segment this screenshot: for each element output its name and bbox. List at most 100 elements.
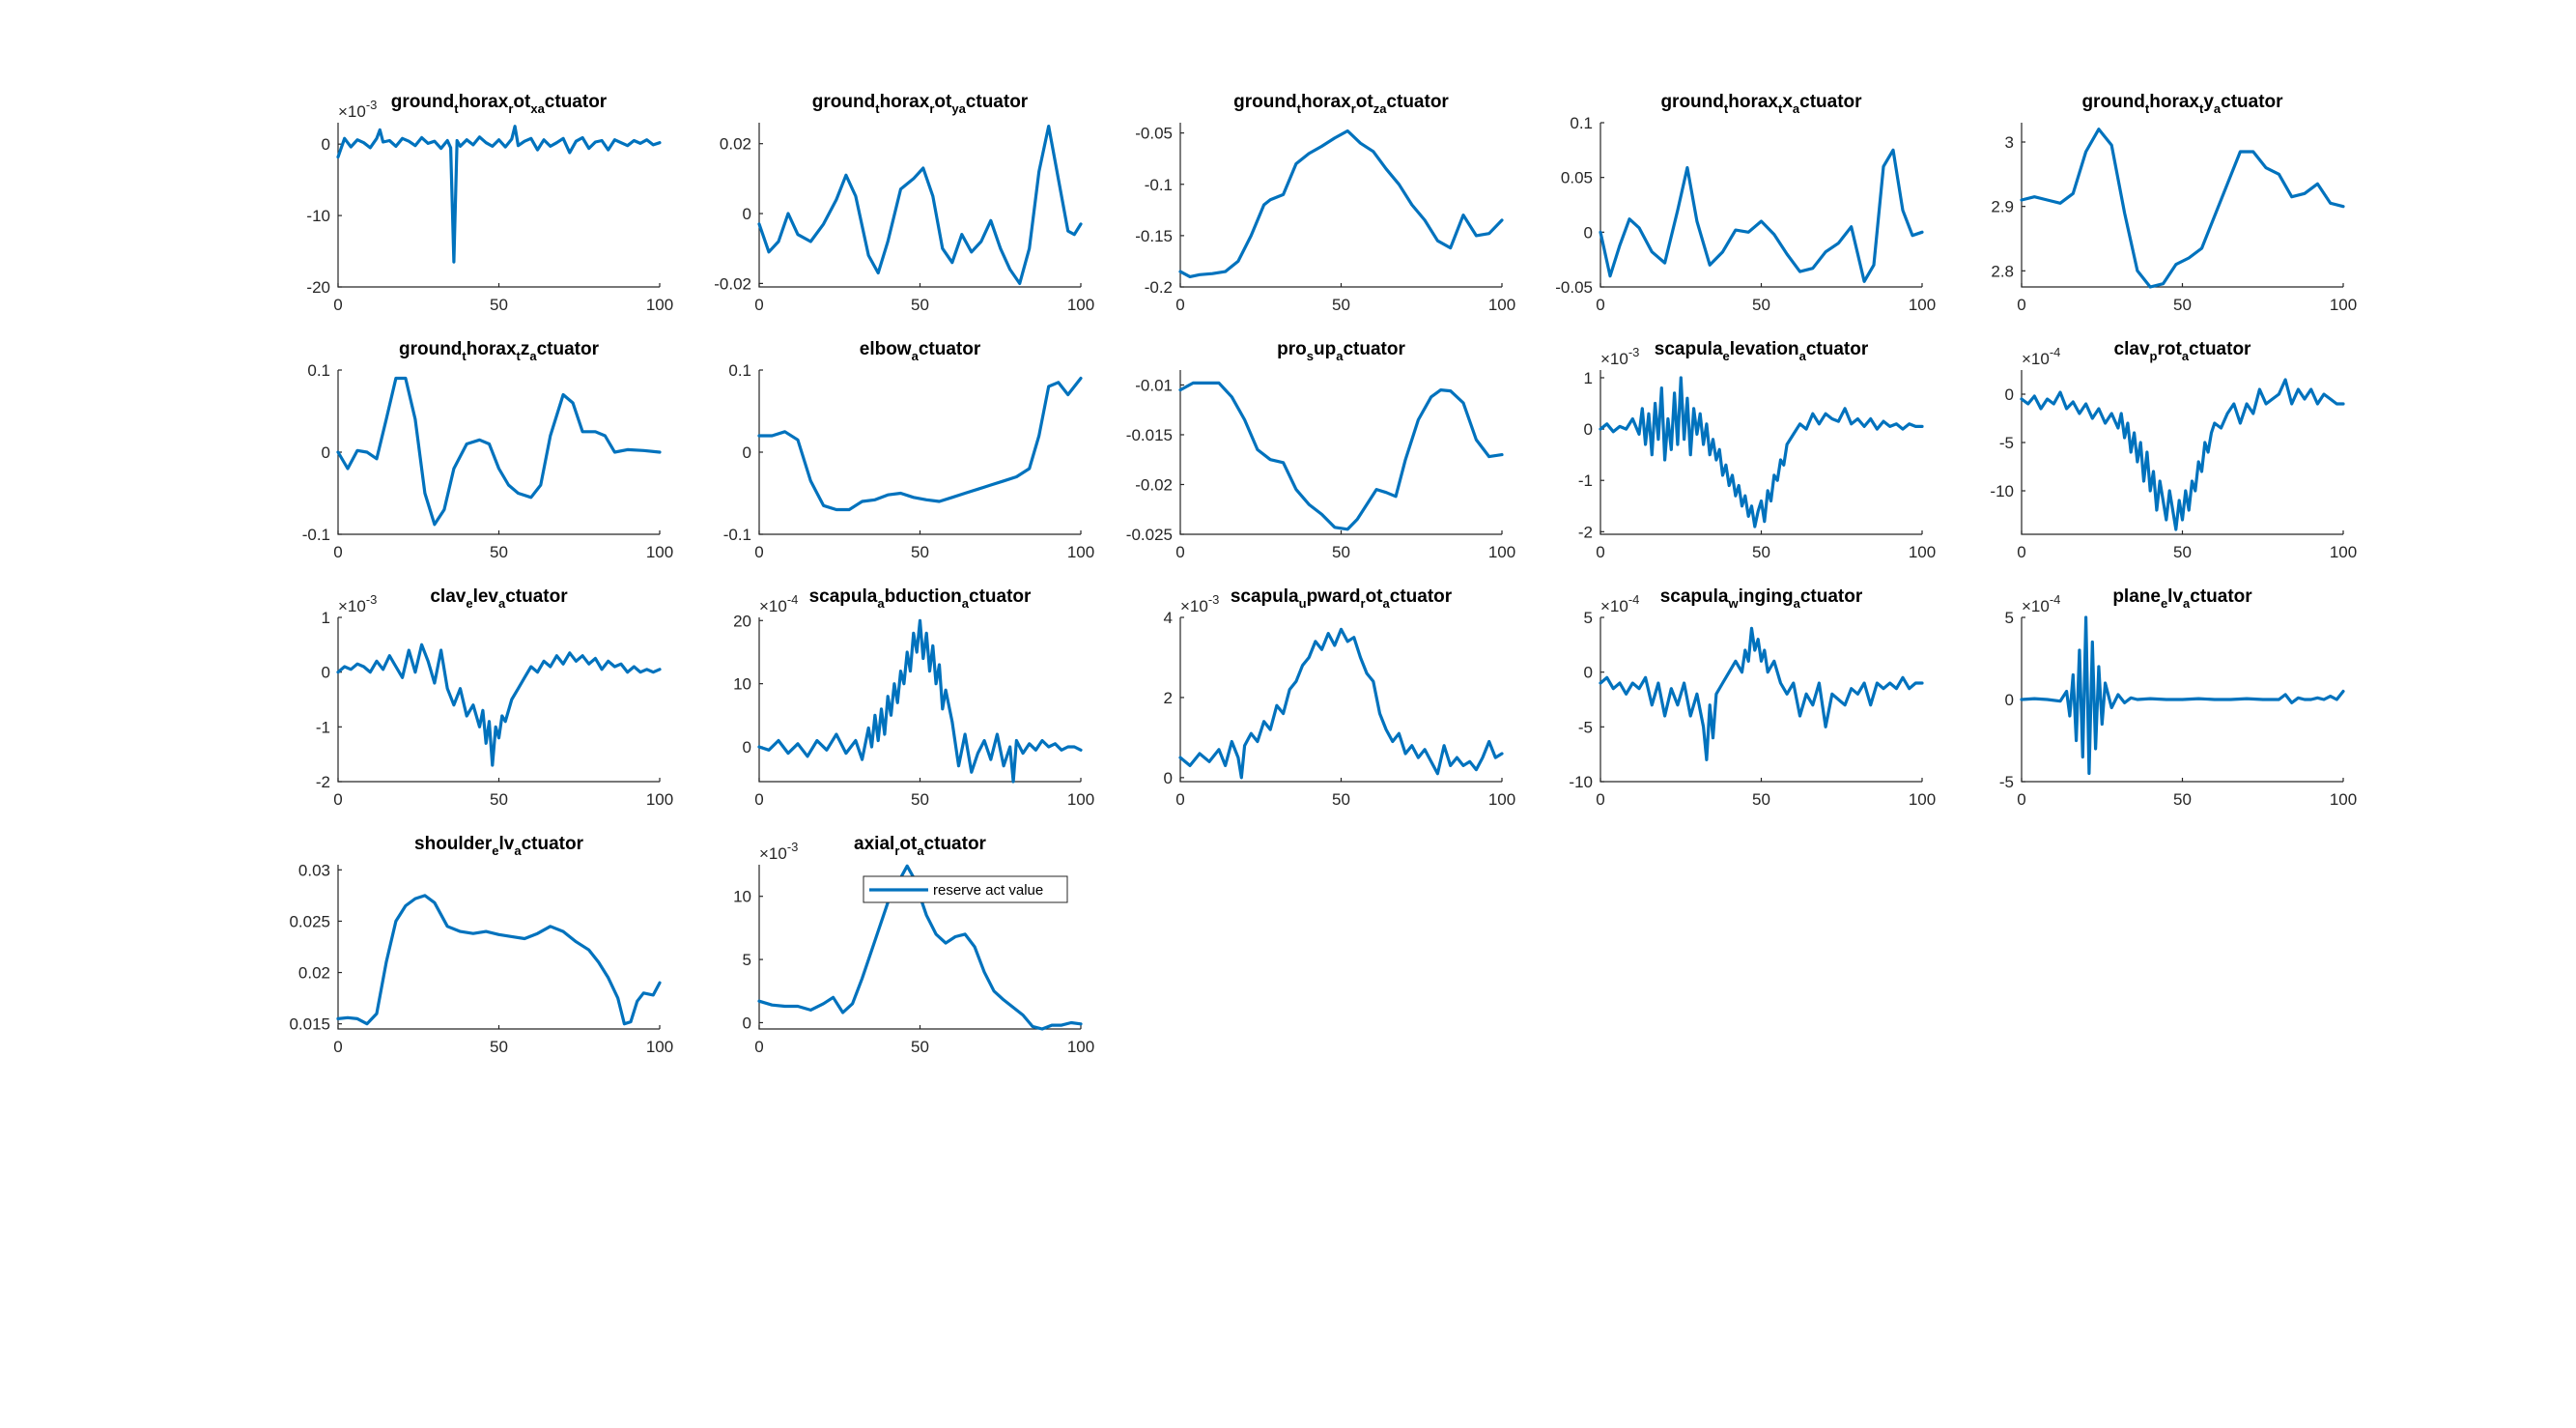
x-tick-label: 50 <box>490 790 508 809</box>
y-tick-label: -0.02 <box>1135 475 1173 494</box>
title-segment: ctuator <box>505 586 568 607</box>
title-subscript: t <box>517 349 522 363</box>
title-subscript: e <box>1723 349 1730 363</box>
title-subscript: t <box>875 101 880 116</box>
subplot-title: clavelevactuator <box>430 586 568 611</box>
title-subscript: r <box>1351 101 1356 116</box>
title-segment: ctuator <box>966 92 1029 112</box>
exponent-base: ×10 <box>2022 350 2050 368</box>
exponent-base: ×10 <box>1180 597 1208 615</box>
title-segment: ctuator <box>1806 339 1869 359</box>
y-tick-label: 2.8 <box>1991 262 2014 280</box>
x-tick-label: 100 <box>1909 790 1936 809</box>
y-tick-label: 0 <box>2005 691 2014 709</box>
x-tick-label: 100 <box>646 790 673 809</box>
x-tick-label: 50 <box>490 1038 508 1056</box>
x-tick-label: 50 <box>490 543 508 561</box>
y-tick-label: -0.15 <box>1135 227 1173 245</box>
legend: reserve act value <box>863 875 1068 903</box>
exponent-power: -3 <box>1628 345 1640 359</box>
y-tick-label: 0.025 <box>289 912 330 930</box>
title-segment: ctuator <box>1799 92 1862 112</box>
y-tick-label: -10 <box>306 207 330 225</box>
subplot-10: 0 50 100 0 -5 -10 ×10-4 clavprotactuator <box>1990 339 2357 561</box>
y-tick-label: 0.02 <box>720 135 751 154</box>
x-tick-label: 100 <box>1067 543 1094 561</box>
y-tick-label: 0 <box>1164 769 1173 787</box>
title-segment: ctuator <box>924 834 987 854</box>
y-tick-label: -0.05 <box>1555 278 1593 297</box>
y-tick-label: 10 <box>733 675 751 694</box>
y-tick-label: -5 <box>1999 773 2014 791</box>
y-tick-label: 0 <box>1584 664 1593 682</box>
x-tick-label: 100 <box>2330 543 2357 561</box>
x-tick-label: 100 <box>646 543 673 561</box>
title-segment: ot <box>1356 92 1374 112</box>
title-main: clav <box>2114 339 2150 359</box>
title-subscript: t <box>462 349 467 363</box>
subplot-title: scapulaelevationactuator <box>1655 339 1869 363</box>
title-subscript: a <box>2214 101 2222 116</box>
subplot-title: prosupactuator <box>1277 339 1405 363</box>
y-tick-label: 0 <box>743 1014 751 1032</box>
y-exponent-label: ×10-4 <box>2022 345 2060 368</box>
subplot-title: planeelvactuator <box>2112 586 2252 611</box>
x-tick-label: 100 <box>1067 296 1094 314</box>
y-tick-label: -0.05 <box>1135 125 1173 143</box>
title-main: ground <box>812 92 875 112</box>
title-segment: ctuator <box>919 339 981 359</box>
y-tick-label: -1 <box>1578 471 1593 490</box>
y-tick-label: 0 <box>322 443 330 462</box>
y-tick-label: 5 <box>2005 609 2014 627</box>
title-subscript: z <box>1373 101 1380 116</box>
series-line <box>757 125 1083 285</box>
y-tick-label: 0.1 <box>307 361 330 380</box>
title-main: scapula <box>1231 586 1299 607</box>
y-tick-label: 0 <box>322 664 330 682</box>
y-exponent-label: ×10-4 <box>1600 592 1639 615</box>
exponent-power: -3 <box>366 98 378 112</box>
subplot-title: axialrotactuator <box>854 834 987 858</box>
subplot-3: 0 50 100 -0.05 -0.1 -0.15 -0.2 groundthoraxrotz… <box>1135 92 1515 314</box>
y-tick-label: 0.1 <box>728 361 751 380</box>
x-tick-label: 100 <box>1488 790 1515 809</box>
title-main: ground <box>1233 92 1296 112</box>
title-segment: ctuator <box>1386 92 1449 112</box>
title-main: scapula <box>1655 339 1723 359</box>
x-tick-label: 0 <box>333 543 342 561</box>
series-line <box>1178 627 1504 780</box>
title-subscript: a <box>877 596 885 611</box>
subplot-1: 0 50 100 0 -10 -20 ×10-3 groundthoraxrotxactuat… <box>306 92 673 314</box>
y-tick-label: -10 <box>1569 773 1593 791</box>
title-subscript: t <box>2199 101 2204 116</box>
series-line <box>757 376 1083 512</box>
series-line <box>2020 128 2345 289</box>
y-tick-label: -5 <box>1578 718 1593 736</box>
title-segment: bduction <box>885 586 962 607</box>
exponent-power: -3 <box>366 592 378 607</box>
title-segment: ctuator <box>537 339 600 359</box>
title-subscript: a <box>1799 349 1807 363</box>
subplot-title: clavprotactuator <box>2114 339 2252 363</box>
x-tick-label: 100 <box>1488 543 1515 561</box>
title-subscript: s <box>1307 349 1314 363</box>
x-tick-label: 0 <box>754 1038 763 1056</box>
exponent-base: ×10 <box>338 102 366 121</box>
title-subscript: r <box>1361 596 1366 611</box>
subplot-13: 0 50 100 4 2 0 ×10-3 scapulaupwardrotactuator <box>1164 586 1516 809</box>
y-tick-label: -5 <box>1999 434 2014 452</box>
x-tick-label: 50 <box>1752 790 1770 809</box>
title-main: ground <box>2081 92 2144 112</box>
title-segment: ot <box>513 92 531 112</box>
x-tick-label: 100 <box>1067 1038 1094 1056</box>
title-subscript: r <box>929 101 934 116</box>
x-tick-label: 50 <box>2173 790 2192 809</box>
y-tick-label: -20 <box>306 278 330 297</box>
title-subscript: t <box>1778 101 1783 116</box>
y-tick-label: 0 <box>1584 223 1593 242</box>
title-subscript: a <box>2182 349 2190 363</box>
y-exponent-label: ×10-3 <box>338 98 377 121</box>
